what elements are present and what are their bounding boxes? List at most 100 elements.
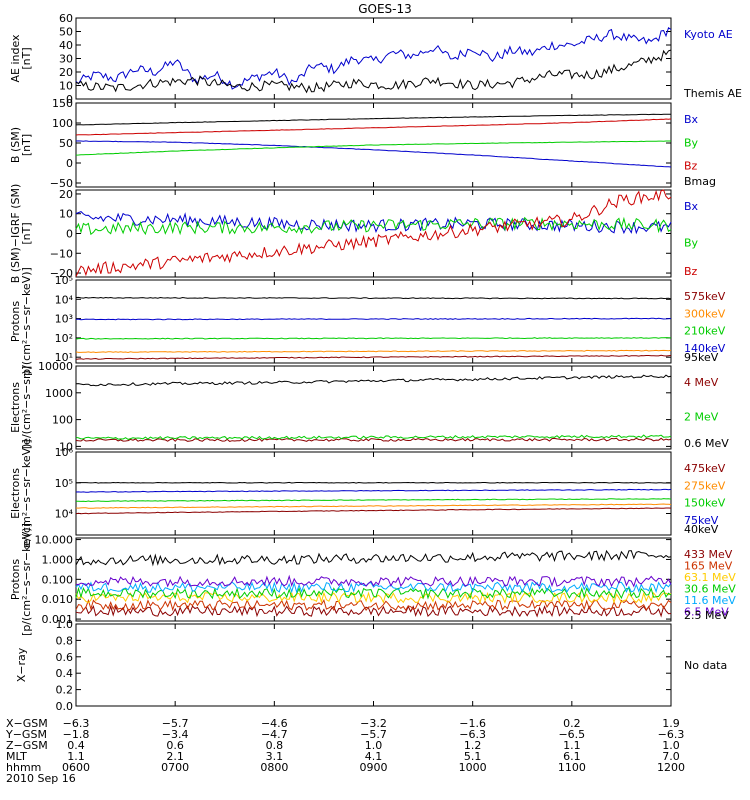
y-tick-label: 0.010 — [42, 593, 74, 606]
legend-entry: 140keV — [684, 342, 726, 355]
row-value: 0.2 — [563, 717, 581, 730]
y-tick-label: 0.4 — [56, 667, 74, 680]
legend-entry: 300keV — [684, 307, 726, 320]
y-tick-label: 20 — [59, 66, 73, 79]
series-line-By — [75, 216, 672, 236]
y-tick-label: 10¹ — [55, 351, 73, 364]
series-line-63.1-MeV — [75, 591, 672, 605]
series-line-2.5-MeV — [75, 549, 672, 567]
y-axis-label: X−ray — [15, 647, 28, 682]
y-tick-label: 0.100 — [42, 573, 74, 586]
row-value: −1.6 — [459, 717, 486, 730]
legend-entry: 150keV — [684, 497, 726, 510]
row-value: 1.9 — [662, 717, 680, 730]
row-value: 1000 — [459, 761, 487, 774]
row-label: MLT — [6, 750, 27, 763]
y-axis-label: B (SM)−IGRF (SM) — [9, 184, 22, 284]
row-value: −1.8 — [63, 728, 90, 741]
row-value: 0.4 — [67, 739, 85, 752]
y-tick-label: 100 — [52, 117, 73, 130]
row-value: −6.3 — [658, 728, 685, 741]
legend-entry: 2.5 MeV — [684, 609, 729, 622]
series-line-75keV — [75, 488, 672, 493]
y-tick-label: 10⁵ — [55, 477, 73, 490]
row-label: hhmm — [6, 761, 41, 774]
row-value: 1.1 — [67, 750, 85, 763]
legend-entry: Bx — [684, 113, 699, 126]
y-tick-label: 0 — [66, 228, 73, 241]
legend-entry: By — [684, 237, 699, 250]
row-value: 1.0 — [365, 739, 383, 752]
legend-entry: 95keV — [684, 351, 719, 364]
panel-frame — [75, 17, 672, 100]
series-line-40keV — [75, 481, 672, 484]
series-line-2-MeV — [75, 434, 672, 440]
y-tick-label: 20 — [59, 188, 73, 201]
y-tick-label: 60 — [59, 12, 73, 25]
y-tick-label: 10.000 — [35, 534, 74, 547]
y-tick-label: 10⁵ — [55, 274, 73, 287]
row-label: Z−GSM — [6, 739, 48, 752]
y-tick-label: 40 — [59, 39, 73, 52]
series-line-210keV — [75, 337, 672, 340]
row-value: 4.1 — [365, 750, 383, 763]
y-tick-label: 50 — [59, 26, 73, 39]
series-line-140keV — [75, 317, 672, 321]
y-tick-label: 0.001 — [42, 613, 74, 626]
legend-entry: 40keV — [684, 523, 719, 536]
row-value: 2.1 — [166, 750, 184, 763]
row-value: 0.6 — [166, 739, 184, 752]
series-line-Bmag — [75, 113, 672, 126]
y-tick-label: 10⁶ — [55, 446, 74, 459]
y-tick-label: 10 — [59, 440, 73, 453]
legend-entry: By — [684, 136, 699, 149]
row-value: 1.1 — [563, 739, 581, 752]
row-value: 7.0 — [662, 750, 680, 763]
series-line-Bz — [75, 189, 672, 277]
row-value: 3.1 — [266, 750, 284, 763]
y-tick-label: 10² — [55, 332, 73, 345]
row-value: −6.3 — [459, 728, 486, 741]
date-label: 2010 Sep 16 — [6, 772, 76, 785]
row-value: −5.7 — [360, 728, 387, 741]
row-value: −6.3 — [63, 717, 90, 730]
row-value: 0700 — [161, 761, 189, 774]
y-tick-label: 50 — [59, 137, 73, 150]
series-line-275keV — [75, 503, 672, 509]
row-value: −4.7 — [261, 728, 288, 741]
series-line-433-MeV — [75, 604, 672, 618]
series-line-6.5-MeV — [75, 574, 672, 588]
row-label: X−GSM — [6, 717, 48, 730]
series-line-0.6-MeV — [75, 374, 672, 387]
panel-frame — [75, 451, 672, 536]
row-value: 5.1 — [464, 750, 482, 763]
y-axis-label: p/(cm²−s−sr−keV)] — [20, 267, 33, 376]
y-tick-label: −10 — [50, 247, 73, 260]
y-tick-label: 10000 — [38, 360, 73, 373]
row-value: −6.5 — [558, 728, 585, 741]
series-line-95keV — [75, 296, 672, 300]
y-tick-label: −20 — [50, 267, 73, 280]
series-line-165-MeV — [75, 598, 672, 612]
panel-frame — [75, 623, 672, 707]
y-axis-label: Electrons — [9, 468, 22, 519]
row-value: 1200 — [657, 761, 685, 774]
legend-entry: 165 MeV — [684, 560, 733, 573]
y-tick-label: 150 — [52, 97, 73, 110]
row-label: Y−GSM — [5, 728, 47, 741]
legend-entry: Bz — [684, 265, 698, 278]
series-line-11.6-MeV — [75, 581, 672, 594]
legend-entry: 433 MeV — [684, 548, 733, 561]
legend-entry: 210keV — [684, 325, 726, 338]
y-tick-label: 30 — [59, 53, 73, 66]
row-value: 0900 — [360, 761, 388, 774]
row-value: 6.1 — [563, 750, 581, 763]
row-value: 0600 — [62, 761, 90, 774]
series-line-300keV — [75, 349, 672, 354]
y-axis-label: Protons — [9, 301, 22, 342]
legend-entry: 575keV — [684, 290, 726, 303]
legend-entry: Bx — [684, 200, 699, 213]
legend-entry: Kyoto AE — [684, 28, 733, 41]
legend-entry: 275keV — [684, 479, 726, 492]
